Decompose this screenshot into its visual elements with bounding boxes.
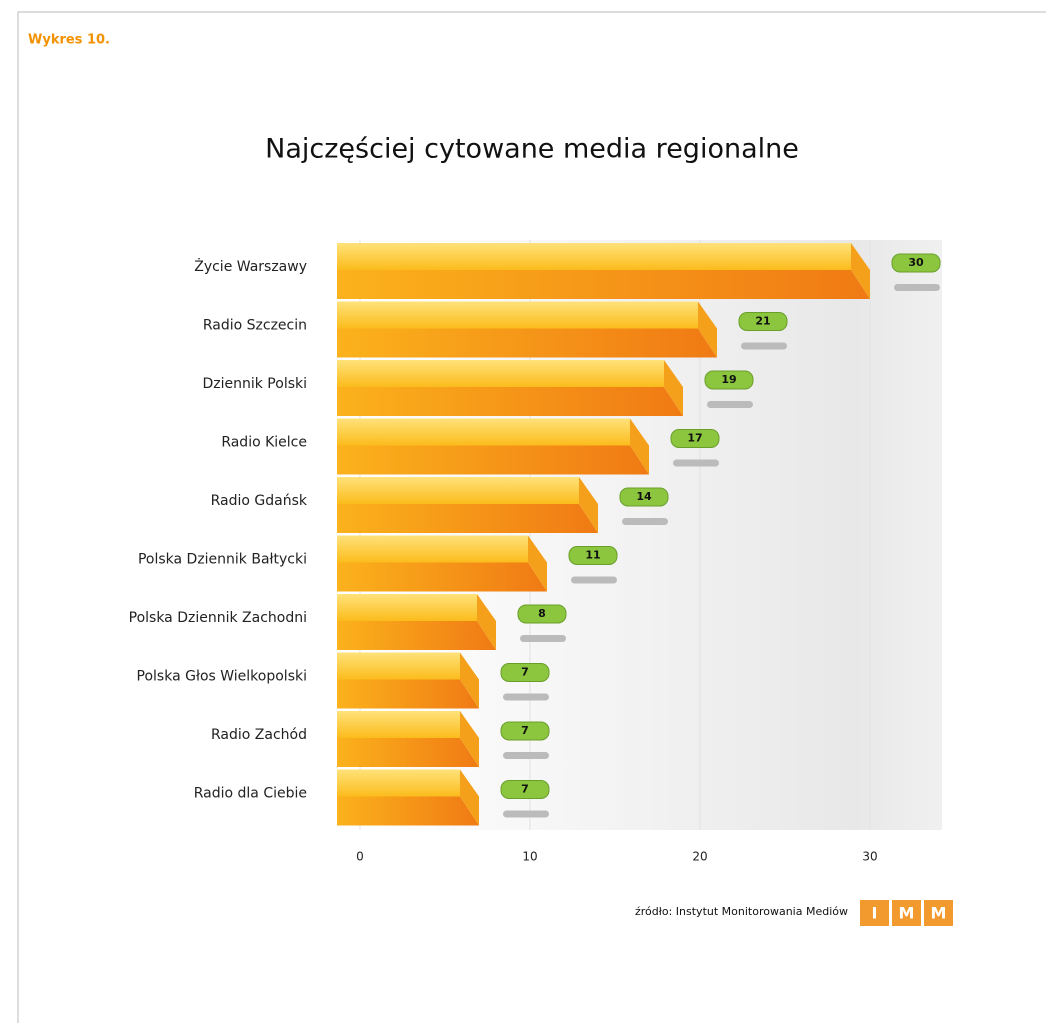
bar-top [337, 360, 664, 387]
bar-bottom [337, 328, 717, 358]
source: źródło: Instytut Monitorowania Mediów [635, 905, 848, 918]
label-shadow [894, 284, 940, 291]
bar-bottom [337, 387, 683, 416]
y-tick-label: Dziennik Polski [202, 376, 307, 392]
label-shadow [503, 752, 549, 759]
logo-box [860, 900, 889, 926]
y-tick-label: Polska Głos Wielkopolski [137, 669, 307, 685]
bar-bottom [337, 562, 547, 592]
label-pill [500, 721, 550, 741]
label-pill [670, 429, 720, 448]
bar-side [579, 477, 598, 533]
bar-bottom [337, 738, 479, 767]
label-shadow [741, 342, 787, 350]
bar-top [337, 301, 698, 329]
y-tick-label: Polska Dziennik Zachodni [129, 610, 307, 626]
label-shadow [503, 810, 549, 818]
bar-bottom [337, 445, 649, 475]
x-tick-label: 30 [862, 850, 877, 864]
bar-side [528, 535, 547, 592]
chart-title: Najczęściej cytowane media regionalne [265, 134, 799, 165]
bar-side [460, 769, 479, 826]
bar [337, 711, 479, 767]
y-tick-label: Życie Warszawy [194, 257, 307, 275]
bar-top [337, 711, 460, 738]
y-tick-label: Radio Kielce [221, 435, 307, 451]
label-pill [517, 604, 567, 624]
value-label: 7 [521, 724, 529, 737]
bar-side [698, 301, 717, 358]
label-shadow [622, 518, 668, 525]
bar-bottom [337, 621, 496, 650]
bar [337, 652, 479, 709]
bar-bottom [337, 270, 870, 299]
label-pill [500, 780, 550, 799]
bar-side [477, 594, 496, 650]
value-label: 7 [521, 666, 529, 679]
bar-top [337, 477, 579, 504]
value-label: 11 [585, 549, 600, 562]
bar-side [664, 360, 683, 416]
bar-bottom [337, 504, 598, 533]
label-shadow [520, 635, 566, 642]
bar [337, 769, 479, 826]
bar [337, 535, 547, 592]
bar-side [460, 711, 479, 767]
y-tick-label: Polska Dziennik Bałtycki [138, 552, 307, 568]
value-label: 21 [755, 315, 770, 328]
x-tick-label: 10 [522, 850, 537, 864]
y-tick-label: Radio Szczecin [203, 318, 307, 334]
bar [337, 301, 717, 358]
header: Wykres 10. [28, 33, 110, 48]
logo-letter: M [931, 904, 947, 923]
x-tick-label: 20 [692, 850, 707, 864]
bar-bottom [337, 679, 479, 709]
value-label: 19 [721, 373, 736, 386]
label-shadow [571, 576, 617, 584]
logo-letter: I [872, 904, 878, 923]
value-label: 7 [521, 783, 529, 796]
label-pill [738, 312, 788, 331]
bar-side [460, 652, 479, 709]
label-shadow [673, 459, 719, 467]
bar [337, 477, 598, 533]
label-pill [891, 253, 941, 273]
bar-top [337, 594, 477, 621]
logo-box [892, 900, 921, 926]
bar-top [337, 418, 630, 446]
frame [17, 11, 1046, 1023]
value-label: 8 [538, 607, 546, 620]
bar-top [337, 535, 528, 563]
bar-top [337, 769, 460, 797]
y-tick-label: Radio Gdańsk [211, 493, 308, 509]
bar-side [851, 243, 870, 299]
bar [337, 594, 496, 650]
label-pill [704, 370, 754, 390]
logo-letter: M [899, 904, 915, 923]
label-pill [619, 487, 669, 507]
bar [337, 360, 683, 416]
value-label: 30 [908, 256, 924, 269]
label-shadow [503, 693, 549, 701]
value-label: 17 [687, 432, 702, 445]
bar [337, 418, 649, 475]
bar [337, 243, 870, 299]
label-shadow [707, 401, 753, 408]
label-pill [568, 546, 618, 565]
bar-top [337, 243, 851, 270]
logo-box [924, 900, 953, 926]
bar-bottom [337, 796, 479, 826]
bar-top [337, 652, 460, 680]
y-tick-label: Radio Zachód [211, 727, 307, 743]
x-tick-label: 0 [356, 850, 364, 864]
label-pill [500, 663, 550, 682]
y-tick-label: Radio dla Ciebie [194, 786, 307, 802]
bar-side [630, 418, 649, 475]
value-label: 14 [636, 490, 652, 503]
